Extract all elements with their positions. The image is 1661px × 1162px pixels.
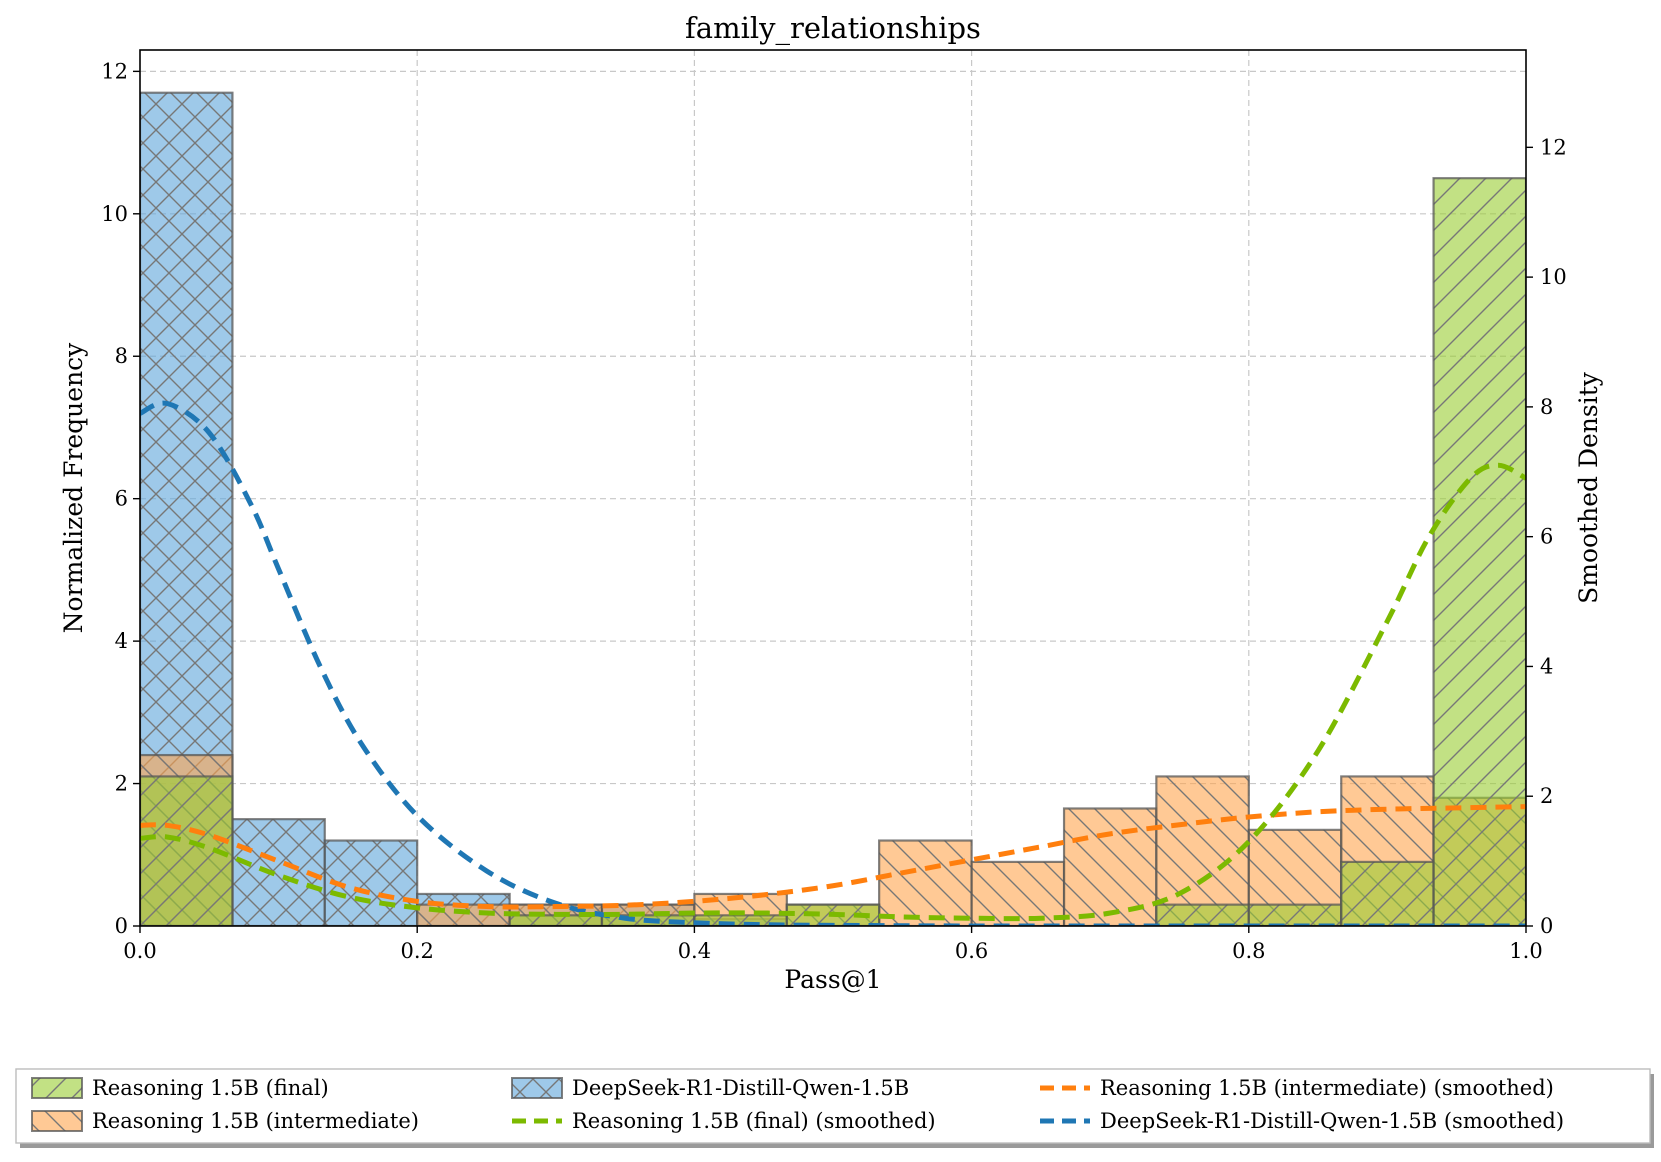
legend-label: Reasoning 1.5B (intermediate) (smoothed)	[1100, 1076, 1554, 1100]
legend-label: Reasoning 1.5B (final) (smoothed)	[572, 1109, 936, 1133]
bars-layer	[140, 91, 1526, 926]
grid-layer	[140, 50, 1526, 926]
legend-label: Reasoning 1.5B (final)	[92, 1076, 329, 1100]
legend-label: DeepSeek-R1-Distill-Qwen-1.5B (smoothed)	[1100, 1109, 1564, 1133]
y2-tick-label: 2	[1540, 784, 1553, 808]
line-reasoning-1-5b-final-smoothed	[140, 462, 1526, 922]
bar-hatch-reasoning-1-5b-final	[1432, 177, 1526, 926]
y2-tick-label: 8	[1540, 395, 1553, 419]
chart-title: family_relationships	[685, 11, 981, 46]
x-tick-label: 0.2	[400, 939, 433, 963]
y2-tick-label: 0	[1540, 914, 1553, 938]
bar-hatch-reasoning-1-5b-final	[1340, 860, 1435, 926]
y-tick-label: 4	[115, 629, 128, 653]
x-axis-ticks: 0.0 0.2 0.4 0.6 0.8 1.0	[123, 926, 1543, 963]
y-tick-label: 8	[115, 344, 128, 368]
plot-frame	[139, 49, 1527, 927]
legend-swatch-hatch	[511, 1077, 563, 1099]
y2-axis-ticks: 0 2 4 6 8 10 12	[1526, 135, 1567, 938]
x-tick-label: 0.4	[678, 939, 711, 963]
y2-tick-label: 4	[1540, 654, 1553, 678]
y-axis-ticks: 0 2 4 6 8 10 12	[101, 59, 140, 938]
y-axis-label: Normalized Frequency	[59, 342, 88, 633]
legend-label: Reasoning 1.5B (intermediate)	[92, 1109, 419, 1133]
legend: Reasoning 1.5B (final) Reasoning 1.5B (in…	[15, 1068, 1654, 1148]
x-tick-label: 1.0	[1509, 939, 1542, 963]
line-deepseek-r1-distill-qwen-1-5b-smoothed	[140, 400, 1526, 926]
x-tick-label: 0.6	[955, 939, 988, 963]
line-reasoning-1-5b-intermediate-smoothed	[140, 804, 1526, 910]
x-tick-label: 0.0	[123, 939, 156, 963]
y-tick-label: 10	[101, 202, 128, 226]
bar-hatch-reasoning-1-5b-intermediate	[970, 860, 1066, 926]
x-axis-label: Pass@1	[784, 965, 881, 994]
y2-tick-label: 10	[1540, 265, 1567, 289]
legend-label: DeepSeek-R1-Distill-Qwen-1.5B	[572, 1076, 909, 1100]
x-tick-label: 0.8	[1232, 939, 1265, 963]
lines-layer	[140, 400, 1526, 926]
legend-swatch-hatch	[31, 1110, 83, 1132]
y-tick-label: 12	[101, 59, 128, 83]
y2-tick-label: 6	[1540, 525, 1553, 549]
y2-tick-label: 12	[1540, 135, 1567, 159]
bar-hatch-reasoning-1-5b-intermediate	[878, 839, 973, 926]
y-tick-label: 0	[115, 914, 128, 938]
bar-hatch-reasoning-1-5b-final	[1155, 903, 1250, 926]
y-tick-label: 2	[115, 772, 128, 796]
y-tick-label: 6	[115, 487, 128, 511]
y2-axis-label: Smoothed Density	[1574, 371, 1603, 604]
legend-box	[15, 1068, 1651, 1144]
bar-hatch-reasoning-1-5b-intermediate	[1155, 775, 1250, 926]
legend-entries: Reasoning 1.5B (final) Reasoning 1.5B (in…	[31, 1076, 1564, 1133]
legend-swatch-hatch	[31, 1077, 83, 1099]
bar-hatch-reasoning-1-5b-final	[1247, 903, 1343, 926]
